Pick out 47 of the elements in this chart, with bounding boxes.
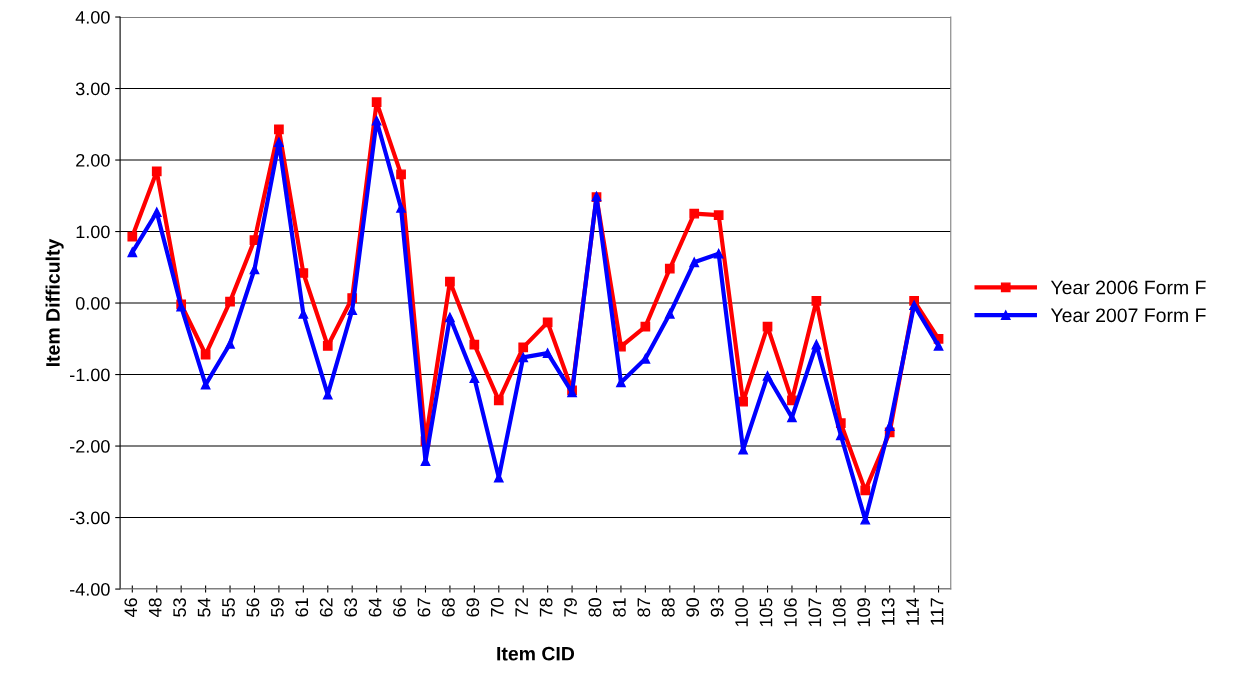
x-tick-label: 67 — [417, 598, 431, 617]
x-tick-label: 93 — [710, 598, 724, 617]
x-tick-label: 113 — [881, 598, 895, 625]
x-tick-label: 69 — [466, 598, 480, 617]
x-tick-label: 106 — [784, 598, 797, 627]
legend-label: Year 2007 Form F — [1050, 308, 1206, 323]
x-tick-label: 72 — [515, 598, 528, 617]
x-axis-title: Item CID — [497, 646, 575, 661]
x-tick-label: 66 — [393, 598, 406, 617]
legend-label: Year 2006 Form F — [1050, 280, 1206, 295]
x-tick-label: 63 — [344, 598, 358, 617]
y-tick-label: 3.00 — [75, 82, 110, 96]
x-tick-label: 114 — [906, 597, 919, 625]
x-tick-label: 68 — [441, 598, 455, 617]
x-tick-label: 64 — [368, 597, 382, 617]
x-tick-label: 48 — [148, 598, 162, 618]
x-tick-label: 55 — [222, 598, 235, 617]
x-tick-label: 108 — [832, 598, 846, 627]
x-tick-label: 105 — [759, 598, 773, 627]
y-tick-label: 0.00 — [75, 296, 110, 310]
x-tick-label: 79 — [564, 598, 577, 617]
x-tick-label: 78 — [539, 598, 553, 617]
x-tick-label: 81 — [613, 598, 626, 617]
x-tick-label: 62 — [319, 598, 333, 617]
x-tick-label: 80 — [588, 598, 602, 617]
y-tick-label: -4.00 — [70, 583, 110, 596]
x-tick-label: 53 — [173, 598, 187, 617]
x-tick-label: 109 — [857, 598, 871, 627]
x-tick-label: 54 — [197, 597, 211, 617]
y-tick-label: 1.00 — [76, 225, 110, 239]
x-tick-label: 117 — [930, 598, 944, 625]
x-tick-label: 70 — [490, 598, 504, 617]
x-tick-label: 61 — [295, 598, 309, 617]
x-tick-label: 87 — [637, 598, 651, 617]
y-tick-label: -3.00 — [70, 511, 110, 525]
y-axis-title: Item Difficulty — [45, 238, 64, 367]
y-tick-label: -2.00 — [70, 439, 110, 453]
x-tick-label: 59 — [270, 598, 284, 617]
y-tick-label: -1.00 — [70, 368, 110, 382]
x-tick-label: 107 — [808, 598, 822, 627]
x-tick-label: 46 — [124, 598, 138, 618]
y-tick-label: 4.00 — [75, 10, 110, 24]
x-tick-label: 56 — [246, 598, 260, 617]
x-tick-label: 88 — [661, 598, 675, 617]
x-tick-label: 90 — [686, 598, 700, 617]
y-tick-label: 2.00 — [76, 153, 110, 167]
x-tick-label: 100 — [735, 598, 748, 627]
